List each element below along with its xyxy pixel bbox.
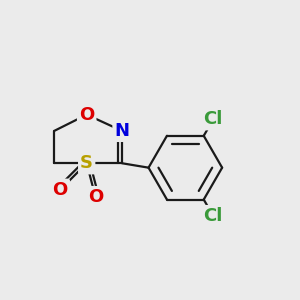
Text: S: S xyxy=(80,154,93,172)
Text: O: O xyxy=(52,181,68,199)
Text: O: O xyxy=(88,188,103,206)
Text: Cl: Cl xyxy=(204,207,223,225)
Text: O: O xyxy=(79,106,94,124)
Text: Cl: Cl xyxy=(204,110,223,128)
Text: N: N xyxy=(115,122,130,140)
